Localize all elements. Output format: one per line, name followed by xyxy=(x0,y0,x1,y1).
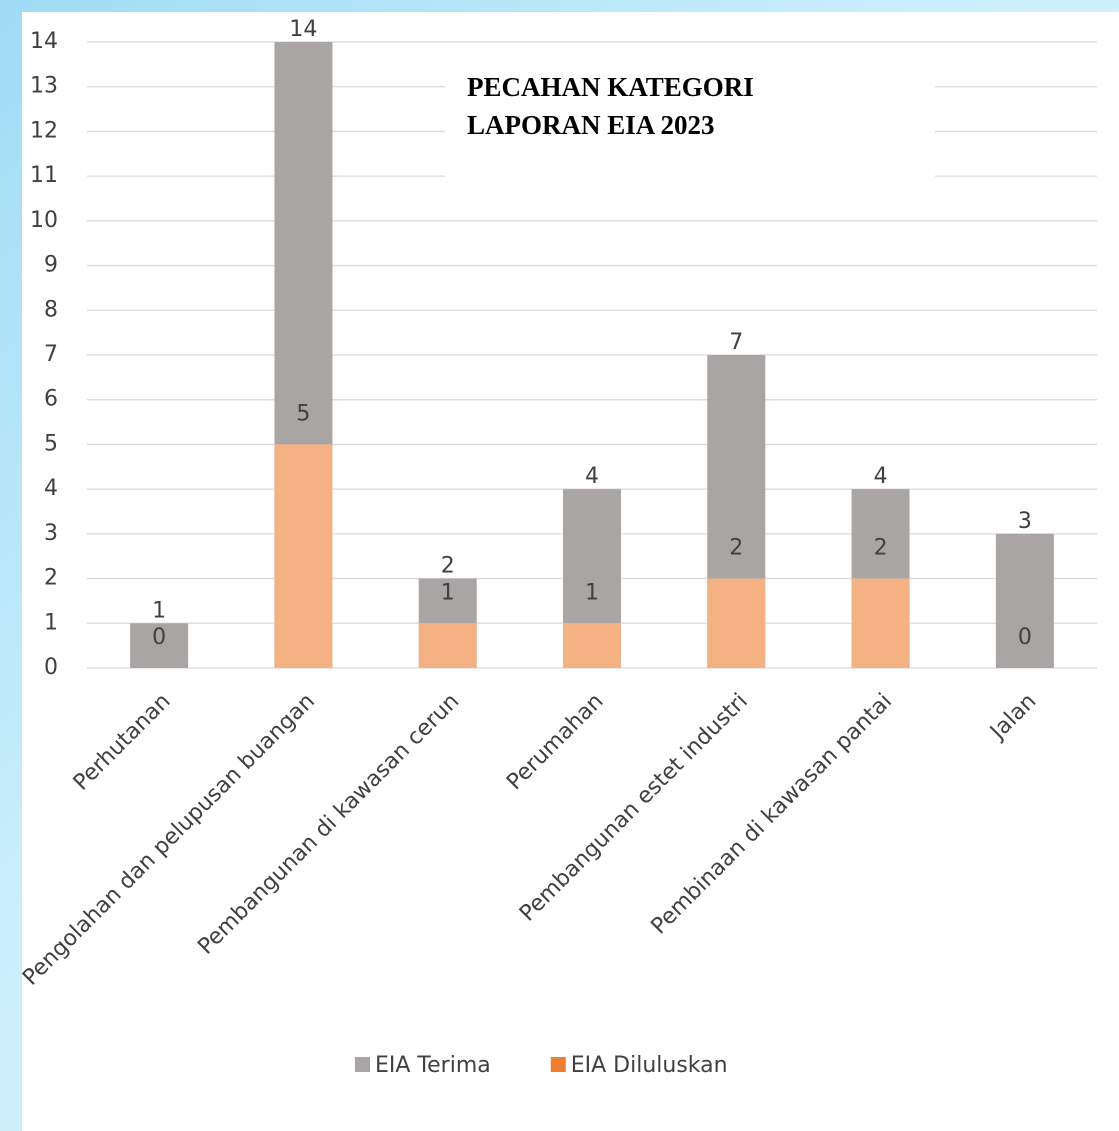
y-tick-label: 14 xyxy=(30,29,58,54)
legend-label: EIA Diluluskan xyxy=(571,1053,728,1078)
bar xyxy=(851,578,910,668)
data-label: 1 xyxy=(441,580,455,605)
data-label: 2 xyxy=(441,554,455,579)
data-label: 4 xyxy=(874,464,888,489)
bar xyxy=(995,533,1054,668)
bar xyxy=(707,578,766,668)
data-label: 2 xyxy=(729,536,743,561)
chart-title: PECAHAN KATEGORI xyxy=(467,72,754,102)
y-tick-label: 2 xyxy=(44,566,58,591)
data-label: 5 xyxy=(296,401,310,426)
data-label: 7 xyxy=(729,330,743,355)
data-label: 14 xyxy=(289,17,317,42)
chart-title: LAPORAN EIA 2023 xyxy=(467,110,715,140)
y-tick-label: 7 xyxy=(44,342,58,367)
data-label: 1 xyxy=(585,580,599,605)
y-tick-label: 9 xyxy=(44,253,58,278)
bar xyxy=(563,623,621,668)
y-tick-label: 12 xyxy=(30,118,58,143)
legend-swatch xyxy=(550,1057,566,1072)
y-tick-label: 5 xyxy=(44,431,58,456)
title-box xyxy=(445,60,935,180)
y-tick-label: 3 xyxy=(44,521,58,546)
data-label: 0 xyxy=(152,625,166,650)
data-label: 1 xyxy=(152,598,166,623)
y-tick-label: 8 xyxy=(44,297,58,322)
data-label: 3 xyxy=(1018,509,1032,534)
data-label: 2 xyxy=(874,536,888,561)
y-tick-label: 6 xyxy=(44,387,58,412)
bar xyxy=(418,623,477,668)
y-tick-label: 0 xyxy=(44,655,58,680)
y-tick-label: 10 xyxy=(30,208,58,233)
y-tick-label: 13 xyxy=(30,74,58,99)
bar xyxy=(130,623,189,668)
legend-swatch xyxy=(355,1057,370,1072)
data-label: 4 xyxy=(585,464,599,489)
data-label: 0 xyxy=(1018,625,1032,650)
y-tick-label: 4 xyxy=(44,476,58,501)
y-tick-label: 11 xyxy=(30,163,58,188)
legend-label: EIA Terima xyxy=(375,1053,491,1078)
y-tick-label: 1 xyxy=(44,610,58,635)
bar xyxy=(274,444,333,668)
